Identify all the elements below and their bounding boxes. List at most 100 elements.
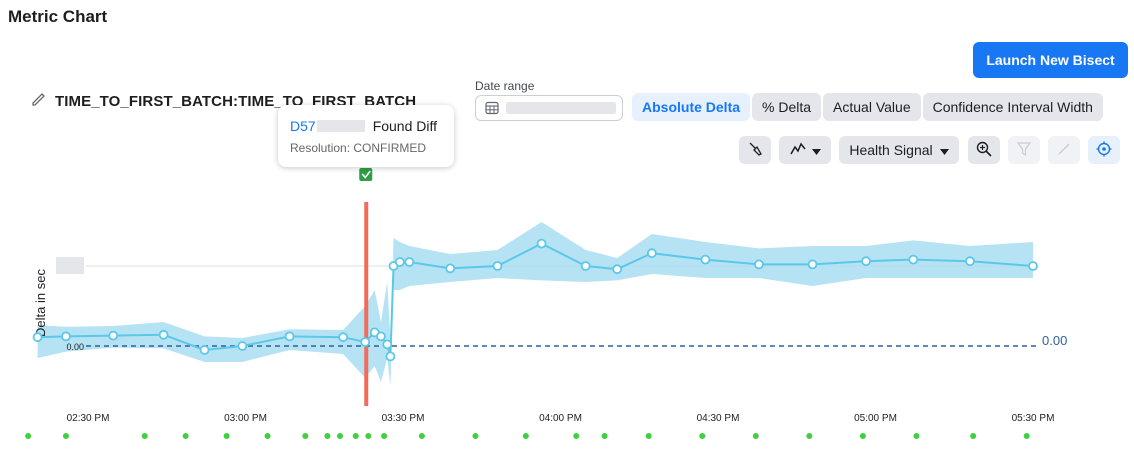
expand-button[interactable] [1048,136,1080,164]
annotation-dot [264,433,271,439]
date-range-label: Date range [475,79,535,93]
tab-absolute-delta[interactable]: Absolute Delta [632,93,751,121]
annotation-dot [522,433,529,439]
annotation-dot [418,433,425,439]
data-point [199,345,210,355]
data-point [908,254,919,265]
y-axis-title: Delta in sec [33,269,48,337]
annotation-dot [752,433,759,439]
x-tick-label: 04:00 PM [539,413,582,424]
data-point [536,238,547,249]
data-point [108,330,119,341]
data-point [394,257,405,267]
data-point [284,331,295,342]
diff-link[interactable]: D57 [290,118,316,134]
broom-icon [747,141,763,160]
target-button[interactable] [1088,136,1120,164]
health-signal-label: Health Signal [849,142,933,158]
x-tick-label: 03:00 PM [224,413,267,424]
annotation-dot [573,433,580,439]
annotation-dot [601,433,608,439]
annotation-dot [182,433,189,439]
x-tick-label: 04:30 PM [697,413,740,424]
date-range-value-redacted [506,102,616,114]
annotation-dot [970,433,977,439]
data-point [492,261,503,271]
zoom-in-icon [976,141,992,160]
diff-id-redacted [316,120,365,132]
line-chart-icon [789,141,806,160]
annotation-dot [141,433,148,439]
annotation-dot [1023,433,1030,439]
data-point [965,256,975,267]
data-point [580,261,591,271]
zoom-button[interactable] [968,136,1000,164]
tab-confidence-interval-width[interactable]: Confidence Interval Width [922,93,1103,121]
expand-icon [1057,142,1071,159]
bisect-tool-button[interactable] [739,136,771,164]
annotation-dot [472,433,479,439]
diff-status: Found Diff [372,118,438,134]
page-title: Metric Chart [8,7,108,26]
data-point [861,256,871,267]
diff-tooltip: D57 Found Diff Resolution: CONFIRMED [278,105,454,167]
data-point [754,259,764,270]
data-point [612,264,623,275]
annotation-dot [699,433,706,439]
date-range-input[interactable] [475,95,623,121]
annotation-dot [645,433,652,439]
calendar-icon [485,101,499,120]
chevron-down-icon [811,142,821,158]
commit-check-badge [359,168,373,181]
annotation-dot [913,433,920,439]
data-point [32,332,43,343]
data-point [807,259,818,270]
chart-type-dropdown[interactable] [779,136,831,164]
confidence-band [37,222,1034,386]
tab-actual-value[interactable]: Actual Value [823,93,921,121]
data-point [61,331,71,342]
filter-button[interactable] [1008,136,1040,164]
check-icon [361,170,371,179]
data-point [382,339,393,350]
data-point [385,351,396,362]
data-point [1028,261,1038,271]
annotation-dot [62,433,69,439]
annotation-dot [365,433,372,439]
data-point [376,331,386,342]
y-tick-label-redacted [56,257,84,274]
data-point [360,337,371,347]
x-tick-label: 02:30 PM [67,413,110,424]
pencil-icon[interactable] [30,90,47,112]
data-point [158,329,169,340]
health-signal-dropdown[interactable]: Health Signal [839,136,959,164]
annotation-dot [324,433,331,439]
data-point [646,248,657,259]
annotation-dot [302,433,309,439]
x-tick-label: 05:30 PM [1012,413,1055,424]
y-tick-label: 0.00 [66,342,84,352]
annotation-dot [806,433,813,439]
annotation-dot [352,433,359,439]
resolution-text: Resolution: CONFIRMED [290,141,427,155]
filter-icon [1016,141,1032,159]
annotation-dot [223,433,230,439]
x-tick-label: 05:00 PM [854,413,897,424]
data-point [338,332,349,343]
data-point [445,263,456,274]
launch-new-bisect-button[interactable]: Launch New Bisect [973,42,1128,78]
data-point [700,254,711,265]
annotation-dot [859,433,866,439]
data-point [237,341,248,351]
baseline-label: 0.00 [1042,333,1067,348]
x-tick-label: 03:30 PM [382,413,425,424]
data-point [404,257,415,267]
tab-percent-delta[interactable]: % Delta [752,93,822,121]
annotation-dot [381,433,388,439]
annotation-dot [337,433,343,439]
annotation-dot [25,433,32,439]
crosshair-icon [1096,141,1112,160]
chevron-down-icon [939,142,949,158]
view-mode-segmented-control: Absolute Delta % Delta Actual Value Conf… [632,93,1103,121]
